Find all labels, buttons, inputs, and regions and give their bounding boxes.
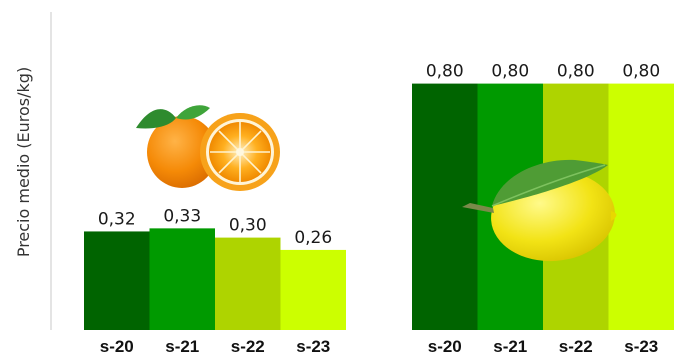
x-tick-label: s-21 xyxy=(165,337,199,356)
bar-s-23 xyxy=(608,83,674,330)
x-tick-label: s-23 xyxy=(296,337,330,356)
bar-s-22 xyxy=(215,237,281,330)
data-label: 0,26 xyxy=(294,228,332,248)
orange-icon xyxy=(136,105,280,191)
data-label: 0,80 xyxy=(491,62,529,82)
data-label: 0,80 xyxy=(426,62,464,82)
data-label: 0,32 xyxy=(98,209,136,229)
x-tick-label: s-21 xyxy=(493,337,527,356)
data-label: 0,80 xyxy=(557,62,595,82)
data-label: 0,30 xyxy=(229,216,267,236)
labels-layer: 0,32 s-20 0,33 s-21 0,30 s-22 0,26 s-23 0,80 s-20… xyxy=(98,62,660,356)
y-axis-label: Precio medio (Euros/kg) xyxy=(14,67,33,257)
lemon-icon xyxy=(462,159,617,262)
data-label: 0,33 xyxy=(163,206,201,226)
bar-s-23 xyxy=(280,249,346,330)
bar-s-21 xyxy=(149,228,215,330)
bar-s-20 xyxy=(84,231,150,330)
x-tick-label: s-20 xyxy=(100,337,134,356)
x-tick-label: s-20 xyxy=(428,337,462,356)
data-label: 0,80 xyxy=(622,62,660,82)
x-tick-label: s-22 xyxy=(559,337,593,356)
x-tick-label: s-22 xyxy=(231,337,265,356)
x-tick-label: s-23 xyxy=(624,337,658,356)
